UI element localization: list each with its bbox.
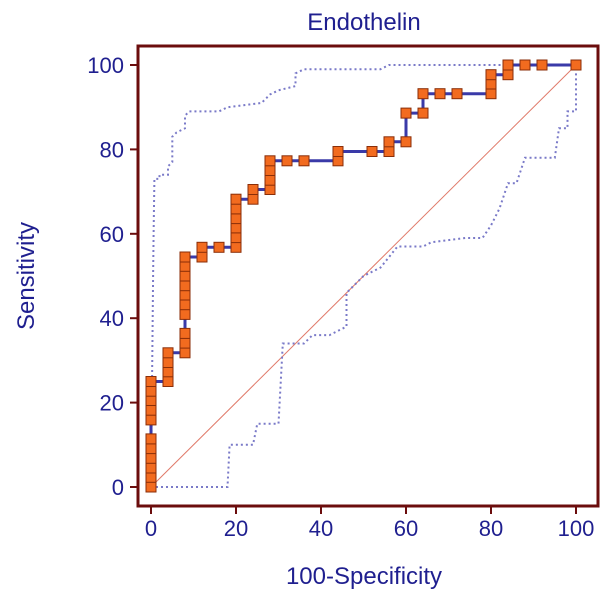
roc-point-marker [179,280,191,292]
chart-title: Endothelin [307,9,420,36]
roc-point-marker [451,88,463,100]
roc-point-marker [145,376,157,387]
roc-point-marker [536,59,548,71]
lower-confidence-bound-line [151,65,577,488]
roc-point-marker [179,347,191,359]
roc-point-marker [570,59,582,71]
roc-point-marker [179,289,191,301]
x-tick-label: 100 [558,516,595,541]
roc-point-marker [485,78,497,90]
roc-point-marker [417,88,429,100]
roc-point-marker [145,462,157,474]
roc-point-marker [230,213,242,225]
roc-point-marker [298,155,310,167]
upper-confidence-bound-line [150,64,576,488]
roc-point-marker [213,241,225,253]
x-tick-label: 80 [479,516,503,541]
roc-point-marker [485,69,497,81]
roc-point-marker [434,88,446,100]
axis-layer: 0 20 40 60 80 100 0 20 40 60 80 100 [87,53,594,541]
y-tick-label: 80 [100,137,124,162]
roc-point-marker [145,471,157,483]
y-tick-label: 0 [112,475,124,500]
roc-point-marker [400,107,412,119]
roc-point-marker [366,146,378,157]
y-axis-label: Sensitivity [13,222,40,330]
x-tick-label: 60 [394,516,418,541]
roc-point-marker [145,443,157,455]
roc-point-marker [179,337,191,349]
roc-point-marker [264,155,276,167]
roc-point-marker [383,136,395,148]
roc-point-marker [400,136,412,148]
roc-point-marker [196,241,208,253]
roc-point-marker [145,452,157,464]
roc-point-marker [230,232,242,244]
roc-point-marker [179,260,191,272]
roc-point-marker [145,414,157,426]
x-axis-label: 100-Specificity [286,563,442,589]
roc-point-marker [247,193,259,205]
roc-point-marker [179,308,191,320]
roc-point-marker [264,165,276,176]
roc-point-marker [145,404,157,416]
roc-point-marker [162,347,174,359]
chance-diagonal-line [150,64,577,488]
x-tick-label: 0 [145,516,157,541]
roc-point-marker [162,366,174,378]
roc-point-marker [247,184,259,195]
roc-point-marker [485,88,497,100]
roc-point-marker [145,385,157,397]
y-tick-label: 60 [100,222,124,247]
roc-point-marker [230,222,242,234]
roc-point-marker [502,59,514,71]
roc-point-marker [519,59,531,71]
roc-point-marker [417,107,429,119]
roc-point-marker [162,357,174,368]
plot-frame [136,44,600,508]
roc-point-marker [230,241,242,253]
roc-point-marker [196,251,208,263]
y-tick-label: 100 [87,53,124,78]
roc-point-marker [145,433,157,445]
roc-point-marker [179,327,191,339]
roc-point-marker [145,395,157,406]
roc-point-marker [264,174,276,186]
roc-point-marker [332,146,344,157]
roc-point-marker [179,270,191,282]
roc-point-marker [281,155,293,167]
roc-point-marker [179,251,191,263]
y-tick-label: 40 [100,306,124,331]
roc-point-marker [332,155,344,167]
x-tick-label: 40 [309,516,333,541]
roc-point-marker [179,299,191,311]
roc-point-marker [230,193,242,205]
roc-point-marker [145,481,157,493]
roc-point-marker [162,376,174,387]
roc-point-marker [502,69,514,81]
roc-point-marker [383,146,395,157]
y-tick-label: 20 [100,391,124,416]
roc-point-marker [264,184,276,195]
x-tick-label: 20 [224,516,248,541]
roc-point-marker [230,203,242,215]
marker-layer [145,59,582,493]
